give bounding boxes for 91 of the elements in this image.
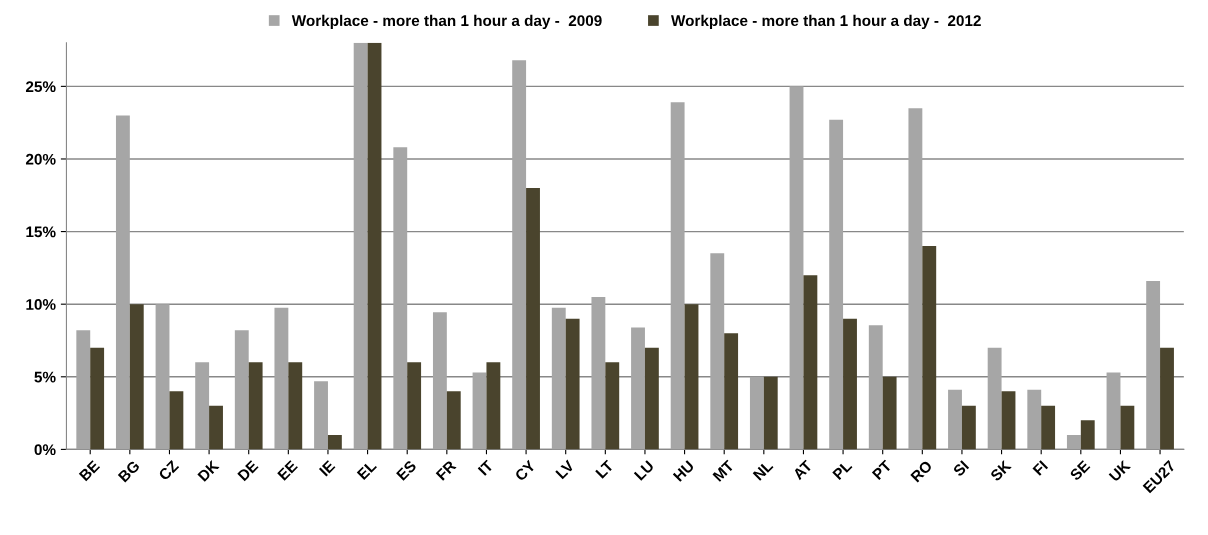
bar [1080, 420, 1095, 450]
bar [155, 304, 170, 450]
x-tick-label: LT [595, 459, 615, 479]
x-tick-label: BG [117, 460, 141, 483]
y-tick-label: 5% [34, 371, 56, 383]
bar [209, 405, 223, 450]
bar [486, 362, 501, 450]
bar [922, 246, 937, 450]
y-tick-label: 20% [25, 153, 56, 165]
bar [1106, 372, 1121, 450]
x-tick-label: FI [1032, 460, 1049, 476]
x-tick-label: DE [237, 459, 259, 482]
x-tick-label: FR [435, 459, 457, 481]
bar [882, 376, 897, 450]
bar [710, 253, 725, 450]
bar [195, 362, 210, 450]
bar [129, 304, 144, 450]
bar [605, 362, 620, 450]
bar [763, 376, 778, 450]
x-tick-label: HU [672, 460, 695, 482]
bar [1001, 391, 1016, 450]
bar [684, 304, 699, 450]
bar [961, 405, 976, 450]
y-tick-label: 25% [25, 81, 56, 93]
y-tick-label: 0% [34, 444, 56, 456]
bar [948, 389, 962, 450]
bar [314, 381, 328, 450]
legend-label: Workplace - more than 1 hour a day - 2009 [291, 14, 602, 30]
bar [565, 318, 580, 450]
x-tick-label: PT [871, 459, 893, 481]
bar [724, 333, 739, 450]
y-tick-label: 15% [26, 226, 56, 238]
bar [908, 108, 923, 450]
bar [1041, 405, 1056, 450]
x-tick-label: EL [356, 459, 377, 481]
bar [76, 330, 91, 450]
x-tick-label: NL [752, 459, 774, 481]
bar [789, 86, 804, 450]
bar [90, 347, 105, 450]
bar [591, 296, 606, 450]
x-tick-label: LU [633, 460, 655, 481]
x-tick-label: SK [989, 459, 1012, 482]
x-tick-label: DK [197, 459, 220, 482]
x-tick-label: PL [832, 459, 853, 481]
x-tick-label: RO [910, 459, 933, 483]
bar [393, 147, 408, 450]
x-tick-label: UK [1108, 459, 1132, 483]
bar [829, 119, 844, 450]
x-tick-label: SI [952, 460, 970, 477]
bar [868, 325, 883, 450]
bar [1066, 434, 1081, 450]
bar [432, 312, 447, 450]
x-tick-label: IE [318, 459, 336, 477]
bar [843, 318, 857, 450]
bar [1120, 405, 1135, 450]
bar [274, 307, 289, 450]
bar [526, 188, 540, 450]
bar [749, 376, 764, 450]
bar [803, 275, 818, 450]
bar [407, 362, 422, 450]
bar [327, 434, 342, 450]
bar [551, 307, 566, 450]
bar [472, 372, 487, 450]
bar [115, 115, 130, 450]
bar [644, 347, 659, 450]
y-tick-label: 10% [26, 299, 56, 310]
bar [512, 60, 527, 450]
bar [1027, 389, 1042, 450]
bar [169, 391, 184, 450]
bar [288, 362, 303, 450]
bar [367, 42, 382, 450]
bar [1160, 347, 1174, 450]
bar [248, 362, 263, 450]
x-tick-label: BE [78, 459, 101, 482]
bar [1146, 280, 1161, 450]
x-tick-label: AT [792, 459, 813, 481]
bar [446, 391, 461, 450]
x-tick-label: SE [1069, 459, 1091, 482]
bar [670, 102, 685, 450]
x-tick-label: ES [395, 459, 417, 481]
bar [631, 327, 645, 450]
x-tick-label: CZ [157, 459, 180, 482]
legend-label: Workplace - more than 1 hour a day - 2012 [670, 14, 981, 30]
bar [353, 42, 368, 450]
bar [987, 347, 1002, 450]
bar [234, 330, 249, 450]
x-tick-label: MT [712, 459, 735, 482]
x-tick-label: CY [514, 459, 537, 482]
x-tick-label: LV [555, 459, 575, 480]
x-tick-label: IT [477, 459, 494, 476]
x-tick-label: EE [277, 459, 298, 481]
